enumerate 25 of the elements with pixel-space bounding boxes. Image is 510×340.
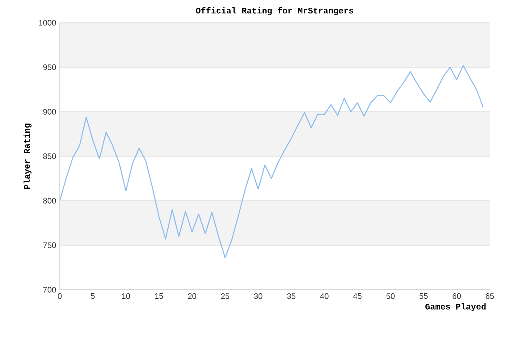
chart-title: Official Rating for MrStrangers xyxy=(196,7,354,16)
x-tick-label: 55 xyxy=(420,294,428,300)
line-series xyxy=(60,65,484,258)
x-tick-label: 30 xyxy=(254,294,263,300)
x-tick-label: 15 xyxy=(155,294,164,300)
x-tick-label: 50 xyxy=(386,294,395,300)
x-tick-label: 60 xyxy=(452,294,462,300)
y-tick-label: 750 xyxy=(44,242,56,248)
x-tick-label: 0 xyxy=(58,294,62,300)
y-tick-label: 700 xyxy=(44,287,56,293)
x-tick-label: 35 xyxy=(287,294,296,300)
y-tick-label: 800 xyxy=(43,198,56,204)
y-tick-label: 1000 xyxy=(39,20,56,26)
y-tick-label: 950 xyxy=(44,64,56,70)
y-axis-title: Player Rating xyxy=(24,124,32,190)
x-tick-label: 10 xyxy=(122,294,130,300)
x-tick-label: 20 xyxy=(188,294,196,300)
x-tick-label: 5 xyxy=(91,294,95,300)
x-tick-label: 45 xyxy=(353,294,362,300)
x-tick-label: 25 xyxy=(221,294,230,300)
y-tick-label: 850 xyxy=(43,154,56,160)
x-axis-title: Games Played xyxy=(426,304,486,312)
y-tick-label: 900 xyxy=(44,109,56,115)
x-tick-label: 40 xyxy=(320,294,329,300)
x-tick-label: 65 xyxy=(486,294,494,300)
